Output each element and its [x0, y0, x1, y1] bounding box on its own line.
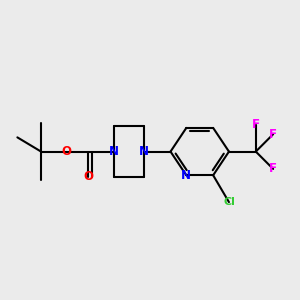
Text: O: O: [83, 170, 93, 183]
Text: F: F: [269, 162, 277, 176]
Text: F: F: [269, 128, 277, 141]
Text: F: F: [252, 118, 260, 131]
Text: N: N: [139, 145, 149, 158]
Text: O: O: [61, 145, 71, 158]
Text: N: N: [181, 169, 191, 182]
Text: N: N: [109, 145, 119, 158]
Text: Cl: Cl: [223, 197, 235, 207]
